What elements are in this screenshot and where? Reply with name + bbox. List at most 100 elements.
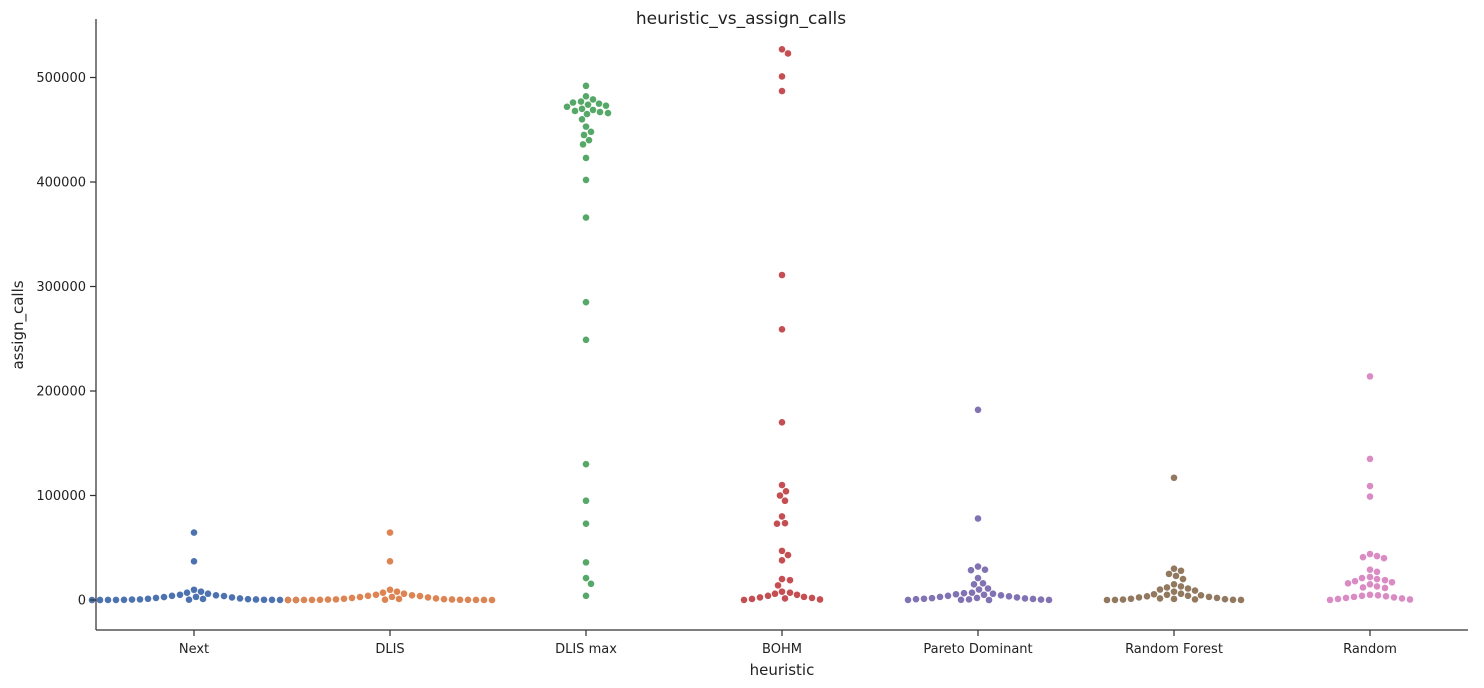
data-point [448, 596, 456, 603]
data-point [308, 596, 316, 604]
data-point [579, 141, 587, 148]
data-point [1172, 572, 1180, 580]
data-point [1170, 474, 1178, 482]
data-point [1213, 594, 1221, 602]
data-point [1406, 596, 1414, 603]
data-point [984, 585, 992, 592]
data-point [1005, 593, 1013, 600]
data-point [773, 520, 781, 528]
data-point [190, 558, 198, 565]
y-tick-label: 400000 [36, 176, 86, 191]
data-point [1156, 586, 1164, 593]
data-point [1373, 575, 1381, 583]
x-tick-label: Next [179, 642, 209, 657]
data-point [386, 558, 394, 565]
data-point [782, 488, 790, 495]
data-point [1390, 594, 1398, 601]
data-point [781, 497, 789, 505]
data-point [582, 592, 590, 600]
data-point [587, 128, 595, 136]
data-point [332, 596, 340, 603]
data-point [276, 596, 284, 604]
data-point [740, 596, 748, 604]
data-point [1135, 594, 1143, 601]
data-point [1358, 574, 1366, 582]
data-point [1374, 592, 1382, 599]
data-point [563, 103, 571, 111]
data-point [973, 594, 981, 602]
data-point [1143, 593, 1151, 600]
data-point [284, 596, 292, 604]
data-point [1373, 552, 1381, 560]
data-point [190, 529, 198, 536]
data-point [348, 594, 356, 602]
data-point [120, 596, 128, 604]
data-point [578, 105, 586, 113]
data-point [582, 336, 590, 344]
data-point [778, 547, 786, 555]
data-point [582, 520, 590, 528]
data-point [778, 45, 786, 53]
data-point [981, 566, 989, 573]
data-point [957, 596, 965, 604]
data-point [602, 102, 610, 110]
data-point [944, 592, 952, 600]
data-point [1373, 568, 1381, 576]
data-point [356, 593, 364, 601]
data-point [260, 596, 268, 604]
data-point [244, 595, 252, 603]
data-point [1358, 592, 1366, 600]
data-point [228, 594, 236, 601]
data-point [1205, 593, 1213, 601]
data-point [1398, 595, 1406, 602]
data-point [781, 519, 789, 527]
data-point [212, 592, 220, 599]
data-point [595, 100, 603, 107]
data-point [960, 589, 968, 597]
data-point [1191, 587, 1199, 594]
chart-title: heuristic_vs_assign_calls [636, 9, 846, 29]
data-point [472, 596, 480, 604]
data-point [1119, 596, 1127, 603]
data-point [440, 595, 448, 603]
data-point [1170, 588, 1178, 595]
data-point [748, 595, 756, 603]
data-point [974, 406, 982, 414]
data-point [1344, 579, 1352, 587]
data-point [1045, 596, 1053, 604]
data-point [582, 93, 590, 100]
x-axis: Next DLIS DLIS max BOHM Pareto Dominant Rando… [179, 630, 1397, 657]
data-point [582, 497, 590, 505]
data-point [808, 594, 816, 602]
data-point [1366, 482, 1374, 490]
data-point [1029, 595, 1037, 603]
data-point [784, 551, 792, 559]
data-point [604, 109, 612, 117]
data-point [979, 579, 987, 587]
data-point [975, 586, 983, 593]
data-point [928, 594, 936, 602]
data-point [584, 101, 592, 108]
data-point [580, 131, 588, 139]
data-point [128, 596, 136, 603]
data-point [1177, 583, 1185, 590]
data-point [778, 419, 786, 426]
data-point [968, 589, 976, 596]
data-point [1013, 594, 1021, 601]
data-point [192, 593, 200, 601]
data-point [1150, 590, 1158, 598]
data-point [967, 566, 975, 574]
data-point [778, 588, 786, 595]
data-point [1342, 594, 1350, 602]
data-point [480, 596, 488, 604]
data-point [585, 136, 593, 144]
data-point [1021, 595, 1029, 602]
data-point [578, 116, 586, 123]
data-point [1334, 595, 1342, 603]
data-point [424, 594, 432, 601]
data-point [582, 559, 590, 566]
data-point [589, 106, 597, 114]
data-point [1237, 596, 1245, 604]
data-point [774, 582, 782, 589]
data-point [1381, 576, 1389, 584]
